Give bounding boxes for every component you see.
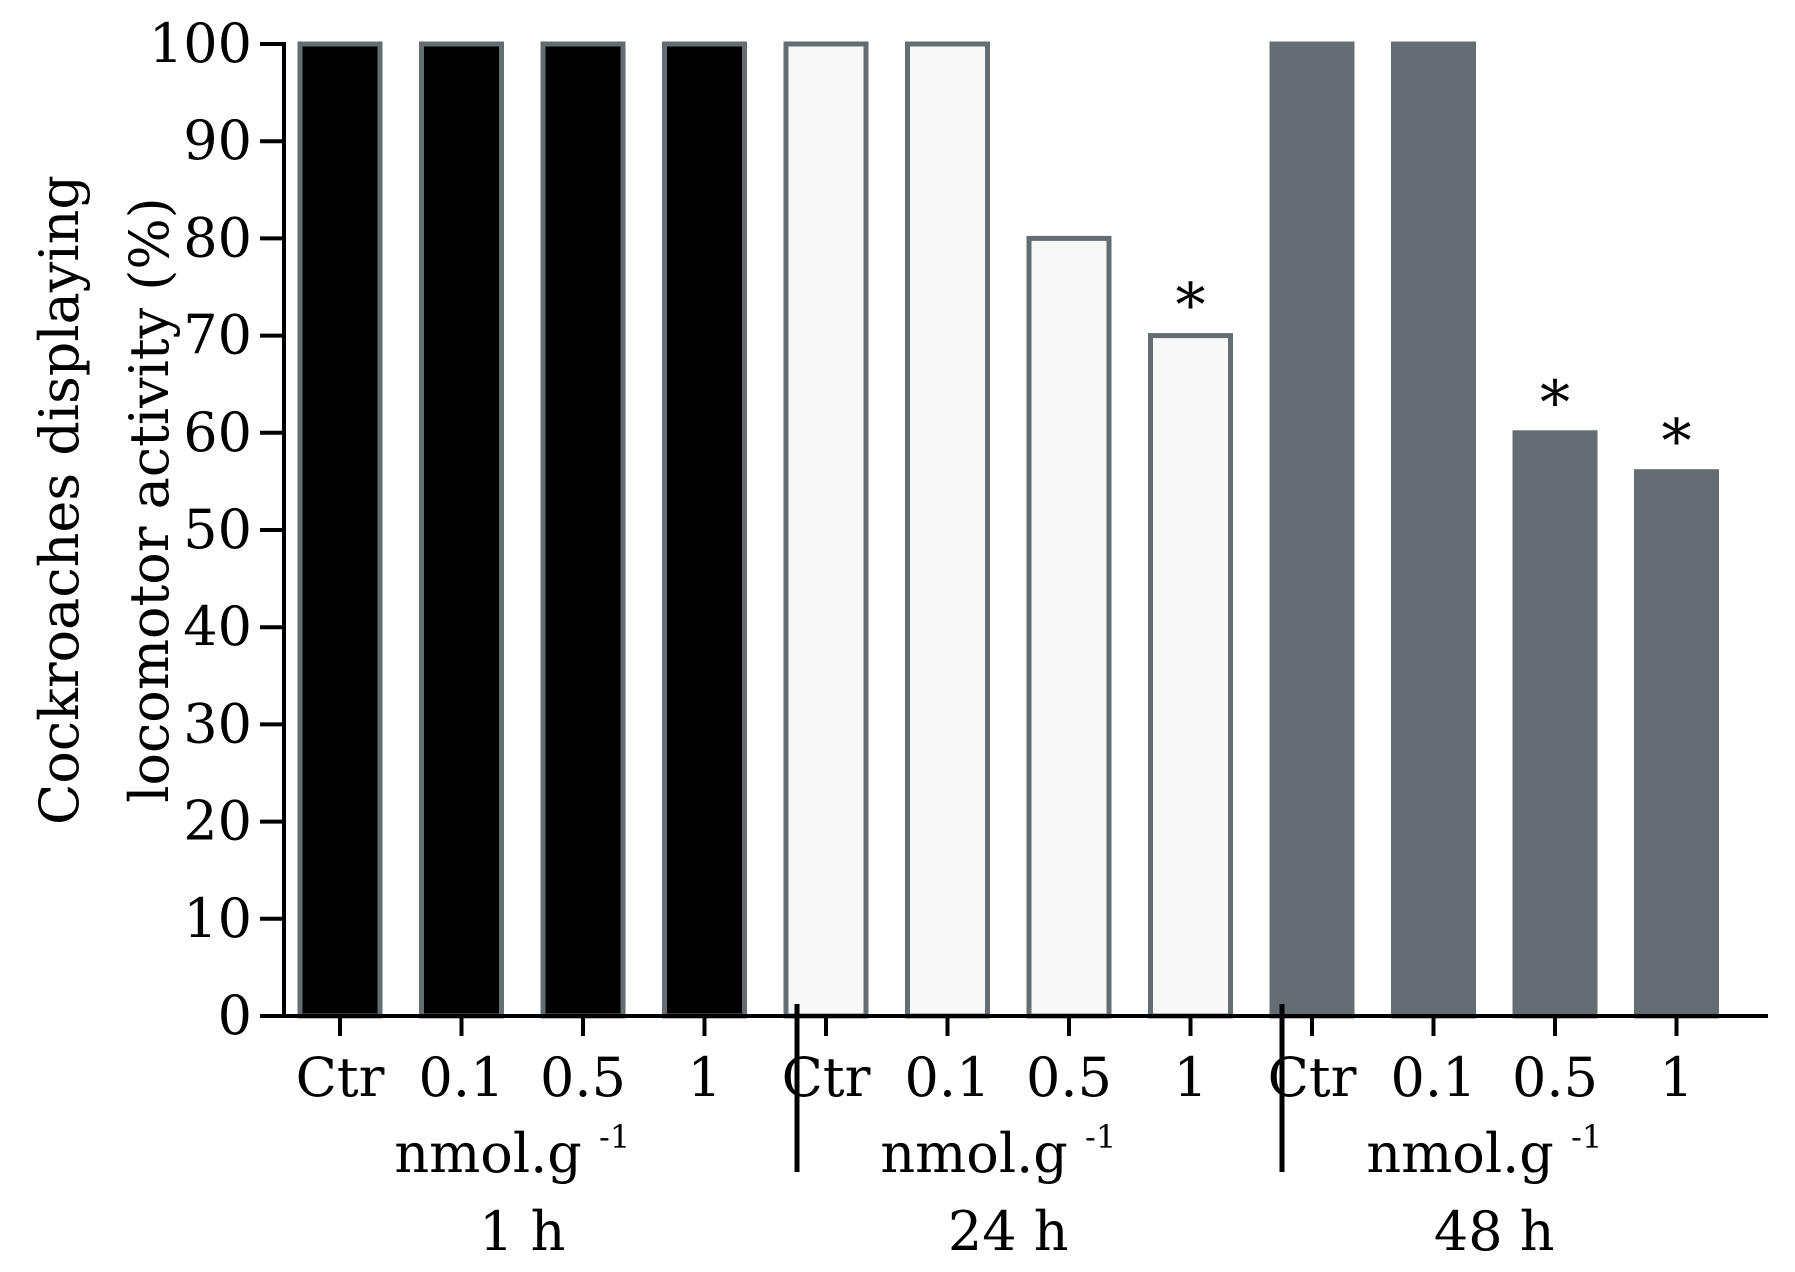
bar-48h-1: [1634, 469, 1719, 1019]
y-tick-label: 50: [183, 498, 252, 561]
x-category-label: 0.5: [540, 1046, 626, 1109]
y-tick-label: 80: [183, 206, 252, 269]
y-axis-title-line-1: Cockroaches displaying: [28, 175, 91, 825]
bars: [297, 41, 1719, 1019]
group-label-1h: 1 h: [479, 1200, 565, 1263]
y-tick-label: 40: [183, 595, 252, 658]
bar-24h-0_5: [1026, 235, 1112, 1019]
x-category-label: Ctr: [782, 1046, 871, 1109]
unit-label: nmol.g -1: [880, 1118, 1116, 1185]
y-tick-label: 90: [183, 109, 252, 172]
bar-1h-Ctr: [297, 41, 383, 1019]
x-category-label: 1: [687, 1046, 721, 1109]
x-category-label: 0.5: [1512, 1046, 1598, 1109]
bar-24h-1: [1148, 333, 1233, 1019]
labels: Ctr 0.1 0.5 1 nmol.g -1 1 h Ctr 0.1 0.5 1 * nmol.g …: [149, 12, 1694, 1263]
significance-asterisk: *: [1662, 407, 1692, 477]
unit-superscript: -1: [1085, 1118, 1116, 1156]
x-category-label: 0.1: [419, 1046, 505, 1109]
y-tick-label: 70: [183, 304, 252, 367]
bar-24h-0_1: [905, 41, 990, 1019]
unit-label: nmol.g -1: [1366, 1118, 1602, 1185]
axes: [260, 42, 1768, 1172]
group-label-48h: 48 h: [1434, 1200, 1555, 1263]
y-tick-label: 0: [218, 984, 252, 1047]
unit-superscript: -1: [599, 1118, 630, 1156]
bar-1h-0_1: [419, 41, 504, 1019]
x-category-label: Ctr: [1268, 1046, 1357, 1109]
bar-1h-0_5: [540, 41, 626, 1019]
y-axis-title: Cockroaches displaying locomotor activit…: [28, 175, 181, 825]
bar-48h-Ctr: [1269, 41, 1355, 1019]
x-category-label: 1: [1659, 1046, 1693, 1109]
y-tick-label: 30: [183, 692, 252, 755]
significance-asterisk: *: [1176, 271, 1206, 341]
bar-1h-1: [662, 41, 747, 1019]
group-label-24h: 24 h: [948, 1200, 1069, 1263]
bar-48h-0_5: [1512, 430, 1598, 1019]
y-axis-title-line-2: locomotor activity (%): [118, 197, 181, 802]
y-tick-label: 10: [183, 887, 252, 950]
bar-24h-Ctr: [783, 41, 869, 1019]
unit-label: nmol.g -1: [394, 1118, 630, 1185]
x-category-label: 0.1: [1391, 1046, 1477, 1109]
y-tick-label: 60: [183, 401, 252, 464]
x-category-label: 0.5: [1026, 1046, 1112, 1109]
x-category-label: 0.1: [905, 1046, 991, 1109]
unit-superscript: -1: [1571, 1118, 1602, 1156]
x-category-label: Ctr: [296, 1046, 385, 1109]
y-tick-label: 100: [149, 12, 252, 75]
x-category-label: 1: [1173, 1046, 1207, 1109]
bar-48h-0_1: [1391, 41, 1476, 1019]
y-tick-label: 20: [183, 790, 252, 853]
significance-asterisk: *: [1540, 368, 1570, 438]
